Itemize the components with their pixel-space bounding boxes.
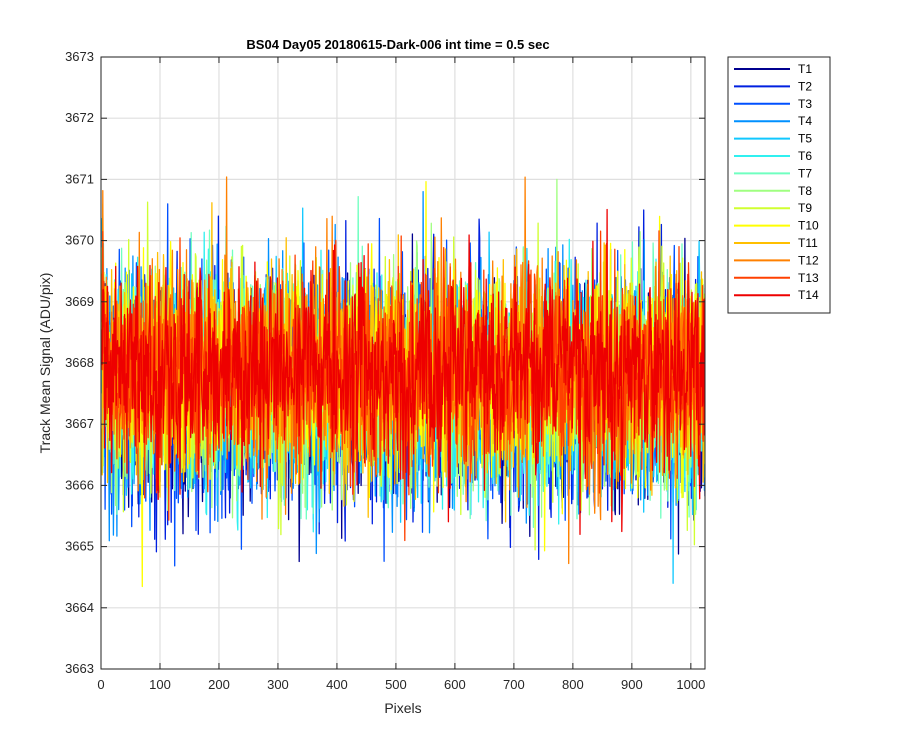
legend-label-t12: T12 — [798, 253, 819, 267]
x-tick-label: 400 — [326, 677, 348, 692]
legend-label-t1: T1 — [798, 62, 812, 76]
y-tick-label: 3673 — [65, 49, 94, 64]
legend-box — [727, 56, 831, 314]
y-tick-label: 3666 — [65, 477, 94, 492]
y-tick-label: 3668 — [65, 355, 94, 370]
x-tick-label: 200 — [208, 677, 230, 692]
y-tick-label: 3672 — [65, 110, 94, 125]
series-layer — [101, 176, 705, 588]
legend-label-t7: T7 — [798, 166, 812, 180]
chart-title: BS04 Day05 20180615-Dark-006 int time = … — [246, 37, 549, 52]
series-line-t14 — [101, 208, 705, 536]
legend-label-t2: T2 — [798, 79, 812, 93]
legend-label-t4: T4 — [798, 114, 812, 128]
x-tick-label: 0 — [97, 677, 104, 692]
y-tick-label: 3665 — [65, 539, 94, 554]
x-tick-label: 900 — [621, 677, 643, 692]
x-tick-label: 700 — [503, 677, 525, 692]
x-tick-label: 100 — [149, 677, 171, 692]
y-tick-label: 3669 — [65, 294, 94, 309]
legend: T1 T2 T3 T4 T5 T6 T7 T8 T9 T10 T11 T12 T13 T14 — [727, 56, 831, 314]
x-tick-label: 500 — [385, 677, 407, 692]
x-axis-label: Pixels — [384, 700, 421, 716]
legend-label-t5: T5 — [798, 132, 812, 146]
legend-label-t9: T9 — [798, 201, 812, 215]
y-tick-label: 3664 — [65, 600, 94, 615]
y-tick-label: 3667 — [65, 416, 94, 431]
legend-label-t10: T10 — [798, 219, 819, 233]
x-tick-label: 300 — [267, 677, 289, 692]
legend-label-t3: T3 — [798, 97, 812, 111]
legend-label-t13: T13 — [798, 271, 819, 285]
y-tick-label: 3663 — [65, 661, 94, 676]
ticks: 0 100 200 300 400 500 600 700 800 900 1000 3663 3664… — [65, 49, 705, 692]
legend-label-t14: T14 — [798, 288, 819, 302]
legend-label-t8: T8 — [798, 184, 812, 198]
y-axis-label: Track Mean Signal (ADU/pix) — [37, 273, 53, 454]
legend-label-t11: T11 — [798, 236, 818, 250]
y-tick-label: 3670 — [65, 233, 94, 248]
x-tick-label: 1000 — [676, 677, 705, 692]
y-tick-label: 3671 — [65, 171, 94, 186]
x-tick-label: 800 — [562, 677, 584, 692]
legend-label-t6: T6 — [798, 149, 812, 163]
x-tick-label: 600 — [444, 677, 466, 692]
